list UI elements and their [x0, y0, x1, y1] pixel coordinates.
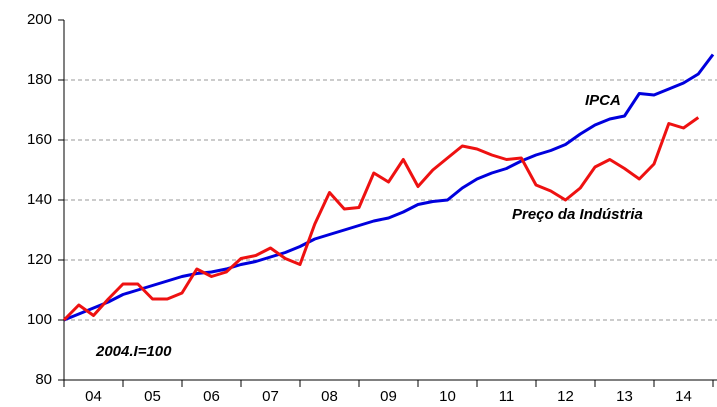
y-tick-label: 180 [27, 71, 52, 88]
y-tick-label: 140 [27, 191, 52, 208]
series-line [63, 53, 715, 322]
x-tick-label: 05 [144, 388, 161, 405]
x-tick-label: 04 [85, 388, 102, 405]
x-tick-label: 07 [262, 388, 279, 405]
annotation: IPCA [585, 92, 621, 109]
annotation: 2004.I=100 [95, 343, 172, 360]
annotation: Preço da Indústria [512, 206, 643, 223]
x-tick-label: 14 [675, 388, 692, 405]
x-tick-label: 11 [499, 388, 515, 405]
x-tick-label: 08 [321, 388, 338, 405]
x-tick-label: 12 [557, 388, 574, 405]
x-tick-label: 10 [439, 388, 456, 405]
x-tick-label: 06 [203, 388, 220, 405]
y-tick-label: 120 [27, 251, 52, 268]
x-tick-label: 13 [616, 388, 633, 405]
y-tick-label: 100 [27, 311, 52, 328]
y-tick-label: 200 [27, 11, 52, 28]
y-tick-label: 160 [27, 131, 52, 148]
y-tick-label: 80 [35, 371, 52, 388]
series-line [62, 116, 700, 322]
x-tick-label: 09 [380, 388, 397, 405]
